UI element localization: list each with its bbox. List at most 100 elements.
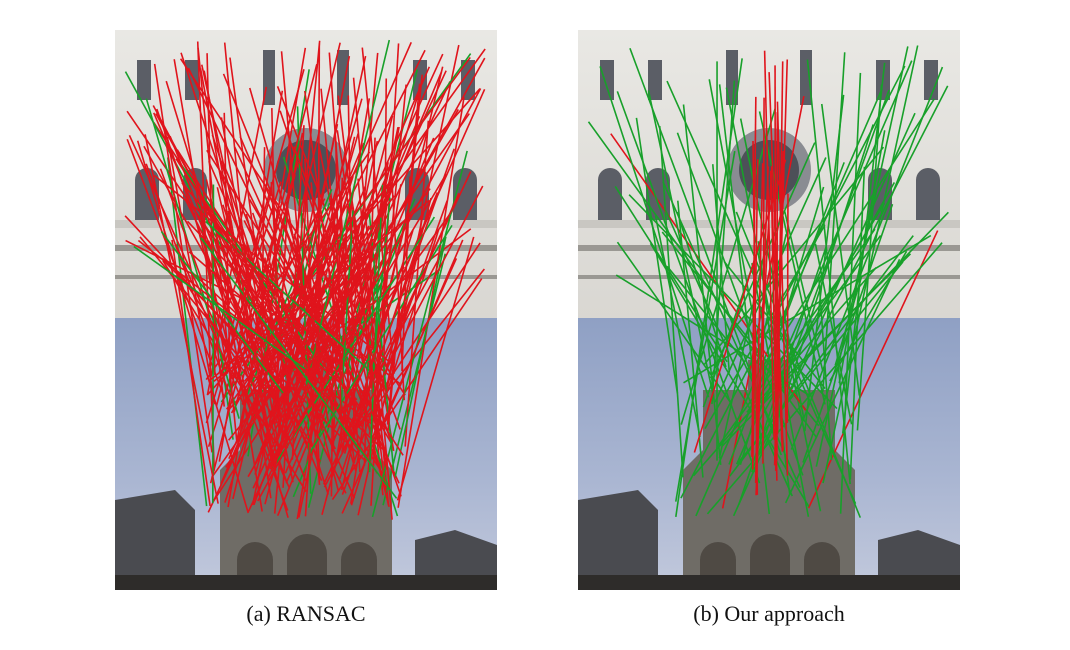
match-line <box>220 117 281 453</box>
match-line <box>229 57 281 430</box>
match-line <box>211 134 329 495</box>
match-line <box>160 231 284 394</box>
match-line <box>269 238 374 470</box>
match-line <box>203 70 277 471</box>
match-line <box>153 63 213 453</box>
match-line <box>807 230 939 509</box>
match-line <box>829 250 908 382</box>
match-line <box>806 59 851 485</box>
match-line <box>616 91 761 484</box>
match-line <box>296 55 367 377</box>
match-line <box>682 104 722 465</box>
match-line <box>218 69 305 373</box>
match-line <box>282 125 305 488</box>
match-line <box>200 237 398 499</box>
match-line <box>200 64 294 483</box>
match-line <box>224 209 321 503</box>
match-line <box>680 65 906 499</box>
match-line <box>368 213 395 471</box>
match-line <box>190 175 347 494</box>
match-line <box>133 245 306 370</box>
match-line <box>188 251 353 394</box>
match-line <box>209 199 430 382</box>
match-line <box>718 84 771 515</box>
match-line <box>222 73 359 410</box>
match-line <box>191 271 384 451</box>
match-line <box>159 168 289 511</box>
match-line <box>693 159 787 453</box>
match-line <box>350 229 440 506</box>
match-line <box>706 242 943 515</box>
match-line <box>839 72 862 514</box>
match-line <box>834 277 863 366</box>
match-lines <box>587 45 949 518</box>
match-line <box>329 195 386 390</box>
caption: (b) Our approach <box>693 601 845 626</box>
caption: (a) RANSAC <box>246 601 365 626</box>
match-line <box>211 113 470 479</box>
match-line <box>175 158 379 475</box>
match-line <box>756 166 773 434</box>
match-line <box>838 130 886 384</box>
match-line <box>257 88 482 502</box>
match-line <box>674 151 736 502</box>
match-line <box>181 182 334 364</box>
panel-b <box>578 30 960 590</box>
match-line <box>397 97 465 508</box>
match-line <box>335 141 343 441</box>
match-line <box>773 150 784 466</box>
match-line <box>341 242 481 452</box>
match-line <box>790 66 944 450</box>
match-line <box>381 239 464 428</box>
match-line <box>758 98 935 373</box>
match-line <box>751 96 757 457</box>
match-line <box>763 50 776 440</box>
match-line <box>649 242 810 507</box>
match-line <box>711 164 731 373</box>
match-line <box>179 273 290 440</box>
match-line <box>233 146 349 398</box>
match-line <box>144 134 219 504</box>
match-line <box>225 217 380 468</box>
match-line <box>396 236 475 501</box>
match-line <box>293 146 401 430</box>
match-line <box>822 52 846 392</box>
match-line <box>361 47 395 374</box>
match-line <box>666 80 857 505</box>
match-line <box>352 77 393 520</box>
match-line <box>751 89 890 473</box>
match-line <box>196 41 216 471</box>
match-line <box>704 224 826 430</box>
match-line <box>628 194 838 410</box>
match-line <box>285 239 393 484</box>
match-line <box>786 193 789 423</box>
match-line <box>754 163 764 484</box>
match-line <box>253 66 431 467</box>
match-line <box>321 266 402 497</box>
match-line <box>683 234 932 384</box>
match-line <box>175 244 251 419</box>
match-line <box>374 192 460 384</box>
match-line <box>663 206 793 497</box>
match-line <box>346 172 395 452</box>
match-line <box>349 148 455 441</box>
match-line <box>762 97 765 464</box>
match-lines <box>124 39 486 520</box>
match-line <box>309 39 391 369</box>
match-line <box>339 210 354 415</box>
match-line <box>784 258 901 504</box>
match-line <box>343 229 414 454</box>
match-line <box>822 45 919 484</box>
match-line <box>776 101 789 476</box>
match-line <box>124 215 287 390</box>
match-line <box>732 112 916 517</box>
match-line <box>394 236 447 479</box>
panel-a <box>115 30 497 590</box>
match-line <box>368 217 382 473</box>
match-line <box>136 140 250 514</box>
match-line <box>772 254 805 420</box>
match-line <box>735 211 862 518</box>
match-line <box>666 265 744 361</box>
match-line <box>336 130 388 470</box>
